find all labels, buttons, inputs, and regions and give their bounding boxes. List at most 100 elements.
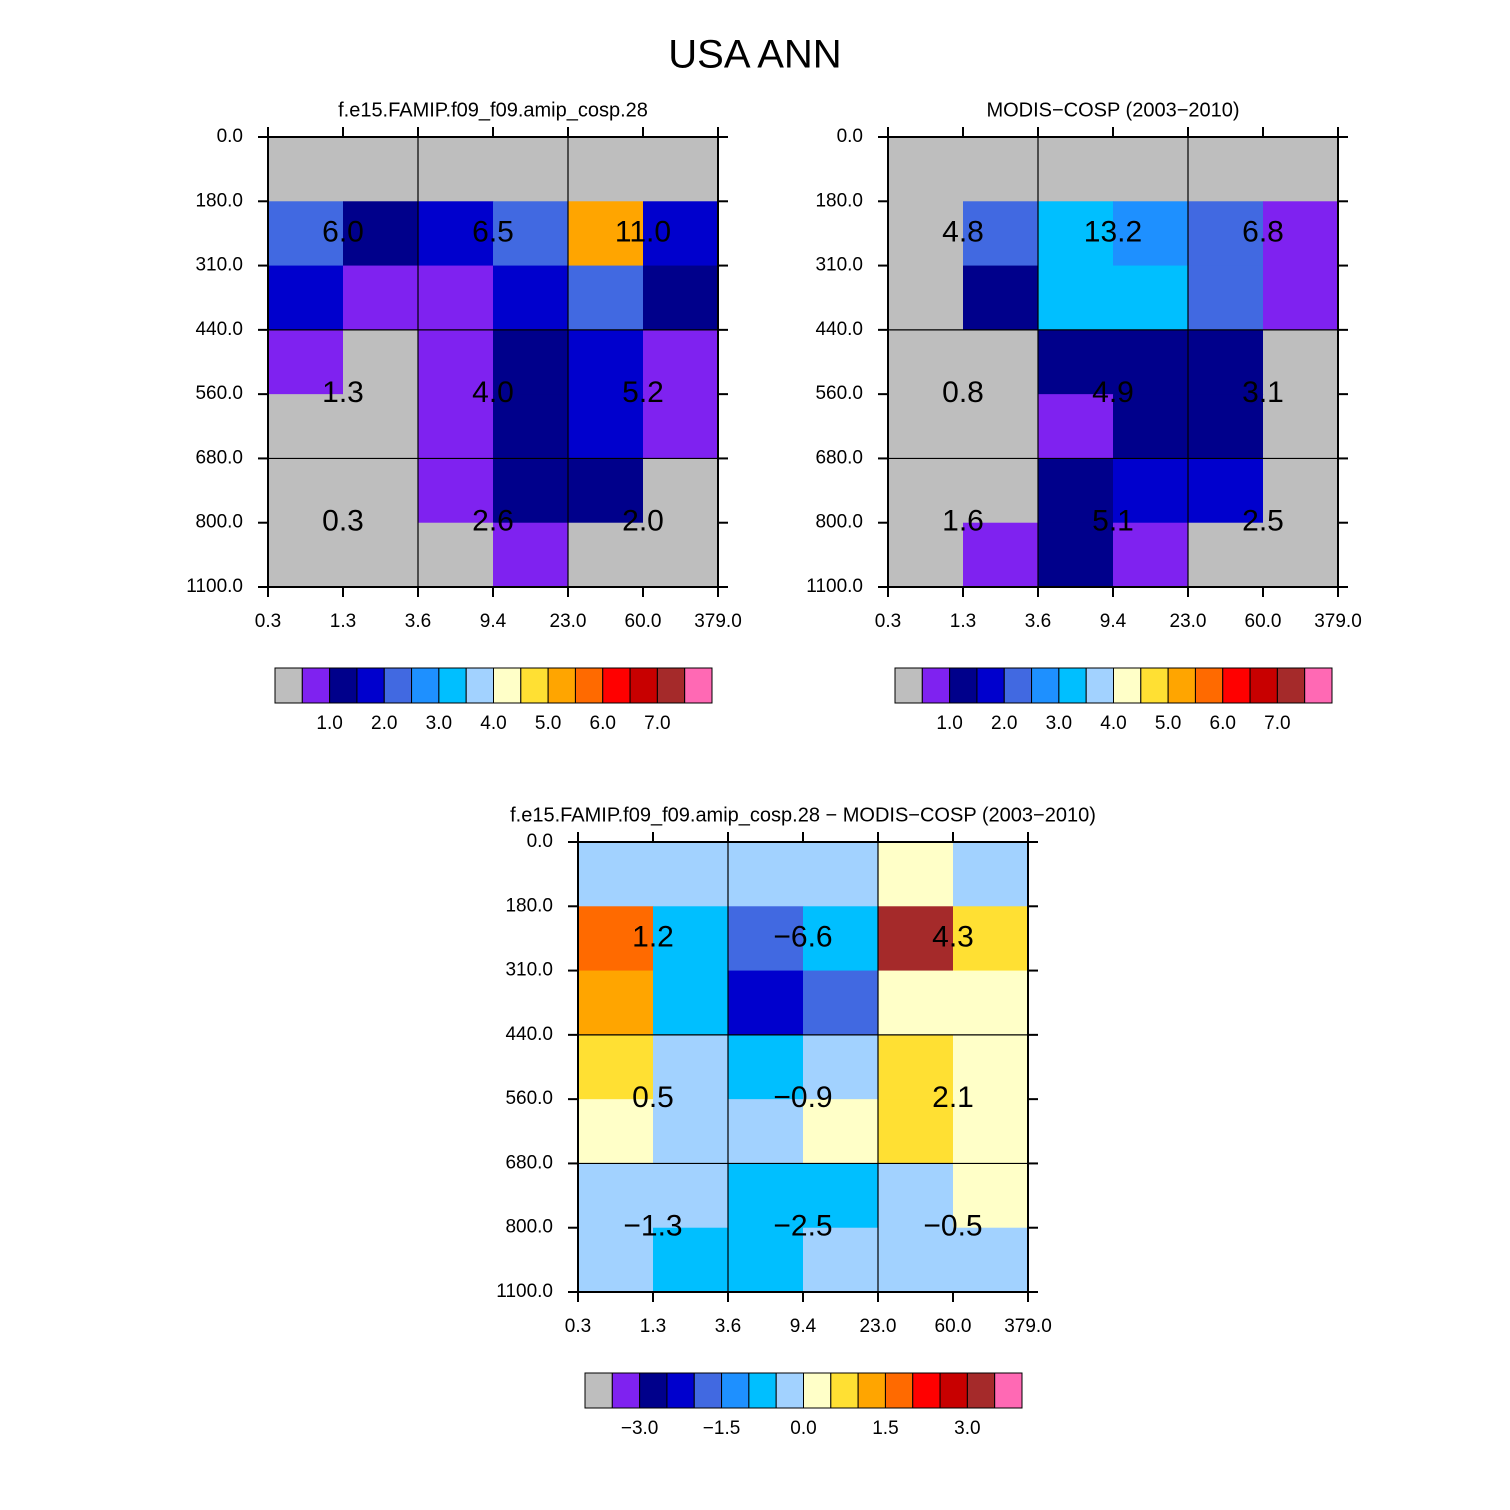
colorbar-box — [520, 667, 549, 704]
cell — [578, 970, 654, 1036]
colorbar-label: 3.0 — [954, 1418, 980, 1439]
colorbar-box — [639, 1372, 668, 1409]
colorbar-box — [584, 1372, 613, 1409]
cell — [1263, 265, 1339, 331]
cell — [568, 201, 644, 267]
cell — [888, 265, 964, 331]
cell — [268, 329, 344, 395]
y-tick-label: 310.0 — [815, 255, 863, 276]
cell — [963, 522, 1039, 588]
cell — [1263, 137, 1339, 202]
cell — [888, 201, 964, 267]
y-tick-label: 1100.0 — [186, 576, 243, 597]
colorbar-box — [1194, 667, 1224, 704]
cell — [653, 1163, 729, 1229]
colorbar-box — [748, 1372, 777, 1409]
y-tick-label: 680.0 — [195, 447, 243, 468]
y-tick-label: 1100.0 — [496, 1281, 553, 1302]
cell — [418, 458, 494, 524]
cell — [803, 1034, 879, 1100]
panel-title: MODIS−COSP (2003−2010) — [986, 99, 1239, 121]
cell — [578, 1163, 654, 1229]
colorbar-box — [329, 667, 358, 704]
value-label: −1.3 — [623, 1210, 682, 1243]
y-tick-label: 310.0 — [195, 255, 243, 276]
cell — [953, 1099, 1029, 1164]
value-label: 6.0 — [322, 215, 364, 248]
x-tick-label: 23.0 — [1170, 611, 1207, 632]
value-label: 2.6 — [472, 505, 514, 538]
cell — [578, 1099, 654, 1164]
y-tick-label: 440.0 — [815, 319, 863, 340]
cell — [953, 1227, 1029, 1293]
cell — [728, 1227, 804, 1293]
colorbar-box — [656, 667, 686, 704]
y-tick-label: 440.0 — [505, 1024, 553, 1045]
x-tick-label: 23.0 — [550, 611, 587, 632]
cell — [418, 522, 494, 588]
cell — [953, 906, 1029, 972]
cell — [578, 1227, 654, 1293]
cell — [953, 842, 1029, 907]
y-tick-label: 0.0 — [837, 126, 863, 147]
value-label: 2.5 — [1242, 505, 1284, 538]
cell — [493, 137, 569, 202]
y-tick-label: 680.0 — [815, 447, 863, 468]
cell — [803, 1227, 879, 1293]
colorbar-box — [721, 1372, 750, 1409]
cell — [803, 906, 879, 972]
y-tick-label: 560.0 — [195, 383, 243, 404]
y-tick-label: 440.0 — [195, 319, 243, 340]
colorbar-box — [921, 667, 951, 704]
colorbar-box — [274, 667, 303, 704]
x-tick-label: 0.3 — [875, 611, 901, 632]
value-label: −6.6 — [773, 920, 832, 953]
colorbar-box — [1276, 667, 1306, 704]
value-label: −0.9 — [773, 1081, 832, 1114]
colorbar-box — [1304, 667, 1333, 704]
value-label: 11.0 — [615, 215, 671, 248]
x-tick-label: 9.4 — [480, 611, 507, 632]
cell — [1188, 458, 1264, 524]
cell — [1113, 201, 1189, 267]
value-label: 13.2 — [1084, 215, 1142, 248]
y-tick-label: 180.0 — [505, 895, 553, 916]
y-tick-label: 800.0 — [505, 1217, 553, 1238]
value-label: 1.6 — [942, 505, 984, 538]
y-tick-label: 180.0 — [195, 190, 243, 211]
cell — [963, 137, 1039, 202]
colorbar-box — [611, 1372, 641, 1409]
x-tick-label: 1.3 — [330, 611, 356, 632]
cell — [653, 1227, 729, 1293]
cell — [803, 970, 879, 1036]
cell — [1263, 522, 1339, 588]
colorbar-box — [1085, 667, 1114, 704]
panel-title: f.e15.FAMIP.f09_f09.amip_cosp.28 — [338, 99, 648, 121]
cell — [343, 265, 419, 331]
cell — [493, 201, 569, 267]
cell — [418, 201, 494, 267]
cell — [1038, 201, 1114, 267]
cell — [1113, 137, 1189, 202]
cell — [343, 394, 419, 459]
cell — [643, 394, 719, 459]
value-label: 0.3 — [322, 505, 364, 538]
y-tick-label: 560.0 — [815, 383, 863, 404]
colorbar-label: 2.0 — [371, 713, 397, 734]
cell — [1113, 522, 1189, 588]
cell — [1113, 394, 1189, 459]
cell — [878, 842, 954, 907]
cell — [1188, 329, 1264, 395]
cell — [728, 842, 804, 907]
cell — [888, 137, 964, 202]
cell — [643, 137, 719, 202]
cell — [1188, 137, 1264, 202]
value-label: 4.9 — [1092, 376, 1134, 409]
cell — [963, 394, 1039, 459]
cell — [1038, 265, 1114, 331]
colorbar-box — [884, 1372, 914, 1409]
x-tick-label: 379.0 — [1004, 1316, 1052, 1337]
cell — [418, 329, 494, 395]
colorbar-label: 6.0 — [590, 713, 616, 734]
